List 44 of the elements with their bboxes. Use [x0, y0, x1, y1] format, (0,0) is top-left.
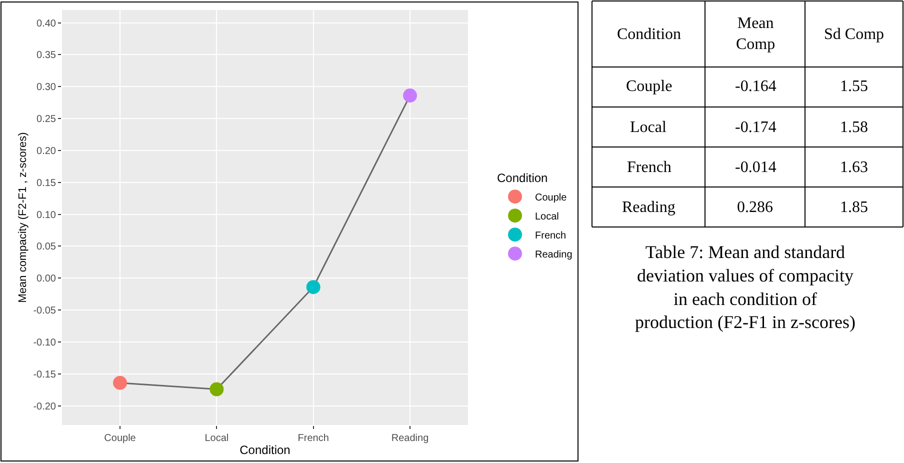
- y-tick-label: 0.20: [36, 146, 56, 157]
- y-tick-label: 0.30: [36, 82, 56, 94]
- caption: Table 7: Mean and standard deviation values of compacity in each condition of production (F2-F1 in z-scores): [635, 242, 856, 332]
- y-axis-title: Mean compacity (F2-F1 , z-scores): [16, 132, 29, 303]
- text: -0.014: [735, 159, 776, 176]
- legend-title: Condition: [497, 171, 548, 186]
- text: -0.174: [735, 119, 776, 136]
- y-tick-label: 0.35: [36, 50, 56, 62]
- text: Mean Comp: [736, 15, 776, 53]
- text: Reading: [622, 199, 676, 216]
- point: [306, 280, 320, 294]
- legend-label: Couple: [535, 192, 568, 204]
- y-tick-label: -0.15: [33, 369, 56, 380]
- legend-label: Reading: [535, 250, 572, 260]
- text: Condition: [617, 26, 682, 43]
- text: 1.85: [840, 199, 868, 216]
- point: [403, 88, 417, 103]
- x-axis-title: Condition: [240, 442, 290, 457]
- legend-label: Local: [535, 212, 559, 222]
- text: -0.164: [735, 78, 776, 95]
- text: Sd Comp: [824, 26, 884, 43]
- text: 1.58: [840, 119, 868, 136]
- text: Couple: [626, 78, 672, 95]
- x-tick-label: French: [298, 433, 329, 444]
- y-tick-label: 0.25: [36, 114, 56, 126]
- y-tick-label: 0.00: [36, 274, 56, 285]
- y-tick-label: 0.05: [36, 242, 56, 253]
- x-tick-label: Couple: [104, 433, 136, 444]
- y-tick-label: 0.10: [36, 210, 56, 221]
- text: 1.63: [840, 159, 868, 176]
- y-tick-label: 0.40: [36, 18, 56, 30]
- text: Local: [630, 119, 667, 136]
- point: [113, 376, 127, 390]
- text: 0.286: [737, 199, 773, 216]
- y-tick-label: -0.05: [33, 306, 56, 317]
- y-tick-label: -0.10: [33, 338, 56, 348]
- y-tick-label: -0.20: [33, 401, 56, 412]
- text: 1.55: [840, 78, 868, 95]
- point: [210, 382, 224, 396]
- x-tick-label: Reading: [391, 433, 429, 444]
- y-tick-label: 0.15: [36, 178, 56, 189]
- legend-label: French: [535, 230, 566, 242]
- x-tick-label: Local: [204, 433, 229, 444]
- text: French: [627, 159, 672, 176]
